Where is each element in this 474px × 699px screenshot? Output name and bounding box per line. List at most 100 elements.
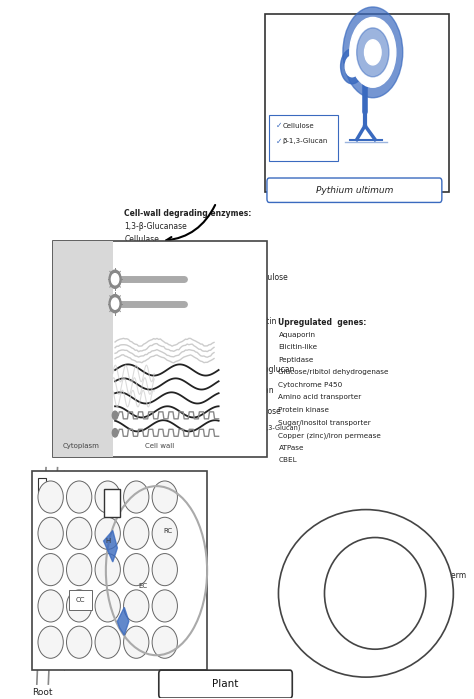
Text: H: H (106, 538, 111, 544)
Text: ✓: ✓ (276, 121, 283, 130)
Text: Expansin: Expansin (124, 260, 159, 268)
Circle shape (111, 298, 119, 309)
Text: Amino acid transporter: Amino acid transporter (278, 394, 362, 401)
Text: ✓: ✓ (246, 408, 253, 417)
Text: Cotyledon: Cotyledon (354, 569, 392, 578)
Circle shape (350, 17, 396, 87)
Text: (β-1,3-Glucan): (β-1,3-Glucan) (253, 425, 301, 431)
Ellipse shape (95, 626, 120, 658)
Text: Sugar/inositol transporter: Sugar/inositol transporter (278, 419, 371, 426)
Circle shape (112, 411, 118, 419)
Text: RC: RC (164, 528, 173, 533)
Ellipse shape (124, 554, 149, 586)
Circle shape (111, 273, 119, 284)
Circle shape (343, 7, 403, 98)
Text: ✓: ✓ (292, 555, 299, 564)
Text: Endosperm: Endosperm (423, 571, 466, 580)
Text: CBEL: CBEL (278, 457, 297, 463)
Circle shape (341, 49, 364, 84)
Ellipse shape (152, 554, 177, 586)
Text: β-1,3-Glucan: β-1,3-Glucan (283, 138, 328, 144)
Ellipse shape (66, 481, 92, 513)
Text: Cellulose: Cellulose (253, 273, 288, 282)
Ellipse shape (38, 481, 64, 513)
Text: Callose: Callose (253, 408, 281, 417)
Ellipse shape (152, 517, 177, 549)
FancyBboxPatch shape (53, 241, 267, 457)
Text: Pectinase: Pectinase (124, 247, 161, 256)
Circle shape (345, 56, 359, 77)
Text: Xyloglucan: Xyloglucan (350, 601, 390, 607)
Ellipse shape (66, 626, 92, 658)
FancyBboxPatch shape (32, 471, 207, 670)
Text: Elicitin-like: Elicitin-like (278, 344, 318, 350)
Text: ✓: ✓ (246, 317, 253, 326)
Text: Cell-wall degrading enzymes:: Cell-wall degrading enzymes: (124, 210, 252, 218)
FancyBboxPatch shape (53, 241, 113, 457)
Ellipse shape (152, 590, 177, 622)
Text: Xylan: Xylan (253, 387, 275, 396)
Ellipse shape (66, 590, 92, 622)
FancyBboxPatch shape (264, 14, 449, 192)
Text: ✓: ✓ (292, 583, 299, 592)
Text: ✓: ✓ (276, 136, 283, 145)
Ellipse shape (278, 510, 453, 677)
Ellipse shape (124, 590, 149, 622)
Text: ✓: ✓ (246, 273, 253, 282)
Text: Pectin: Pectin (253, 317, 276, 326)
Text: Pectin: Pectin (299, 557, 321, 563)
Ellipse shape (325, 538, 426, 649)
Text: ✓: ✓ (292, 569, 299, 578)
Ellipse shape (152, 626, 177, 658)
FancyBboxPatch shape (38, 478, 46, 492)
Text: Plant: Plant (212, 679, 239, 689)
Ellipse shape (124, 626, 149, 658)
Text: Cellulase: Cellulase (124, 235, 159, 243)
FancyBboxPatch shape (103, 489, 119, 517)
Ellipse shape (124, 517, 149, 549)
Text: Root: Root (32, 688, 53, 697)
Text: β-1,4-Galactanase: β-1,4-Galactanase (124, 272, 195, 281)
Ellipse shape (152, 481, 177, 513)
Text: Copper (zinc)/iron permease: Copper (zinc)/iron permease (278, 432, 382, 438)
Text: Cellulose: Cellulose (283, 122, 314, 129)
Ellipse shape (38, 626, 64, 658)
Ellipse shape (95, 590, 120, 622)
Circle shape (365, 40, 381, 65)
FancyBboxPatch shape (159, 670, 292, 698)
Text: Cytoplasm: Cytoplasm (62, 443, 99, 449)
Circle shape (109, 294, 121, 312)
FancyBboxPatch shape (267, 178, 442, 203)
Ellipse shape (38, 590, 64, 622)
Text: ATPase: ATPase (278, 445, 304, 451)
Text: Cellulose: Cellulose (299, 571, 332, 577)
Text: CC: CC (76, 598, 85, 603)
Text: Xyloglucan: Xyloglucan (253, 366, 295, 375)
Text: Pythium ultimum: Pythium ultimum (316, 187, 393, 196)
Text: Aquaporin: Aquaporin (278, 331, 316, 338)
Ellipse shape (95, 554, 120, 586)
Ellipse shape (66, 517, 92, 549)
Circle shape (112, 428, 118, 437)
Text: Starch: Starch (299, 585, 322, 591)
Text: Peptidase: Peptidase (278, 356, 314, 363)
Text: ✓: ✓ (344, 587, 351, 596)
Ellipse shape (95, 481, 120, 513)
Text: EC: EC (138, 584, 147, 589)
Polygon shape (103, 531, 118, 562)
Text: Cell wall: Cell wall (145, 443, 174, 449)
Ellipse shape (38, 554, 64, 586)
Polygon shape (118, 607, 129, 635)
Text: Upregulated  genes:: Upregulated genes: (278, 317, 367, 326)
Ellipse shape (66, 554, 92, 586)
Circle shape (109, 270, 121, 288)
Ellipse shape (38, 517, 64, 549)
FancyBboxPatch shape (269, 115, 338, 161)
Text: 1,3-β-Glucanase: 1,3-β-Glucanase (124, 222, 187, 231)
Text: Glucose/ribitol dehydrogenase: Glucose/ribitol dehydrogenase (278, 369, 389, 375)
Text: Galactan: Galactan (350, 589, 382, 595)
Ellipse shape (95, 517, 120, 549)
Circle shape (357, 28, 389, 77)
Text: Protein kinase: Protein kinase (278, 407, 329, 413)
Text: Cytochrome P450: Cytochrome P450 (278, 382, 343, 388)
